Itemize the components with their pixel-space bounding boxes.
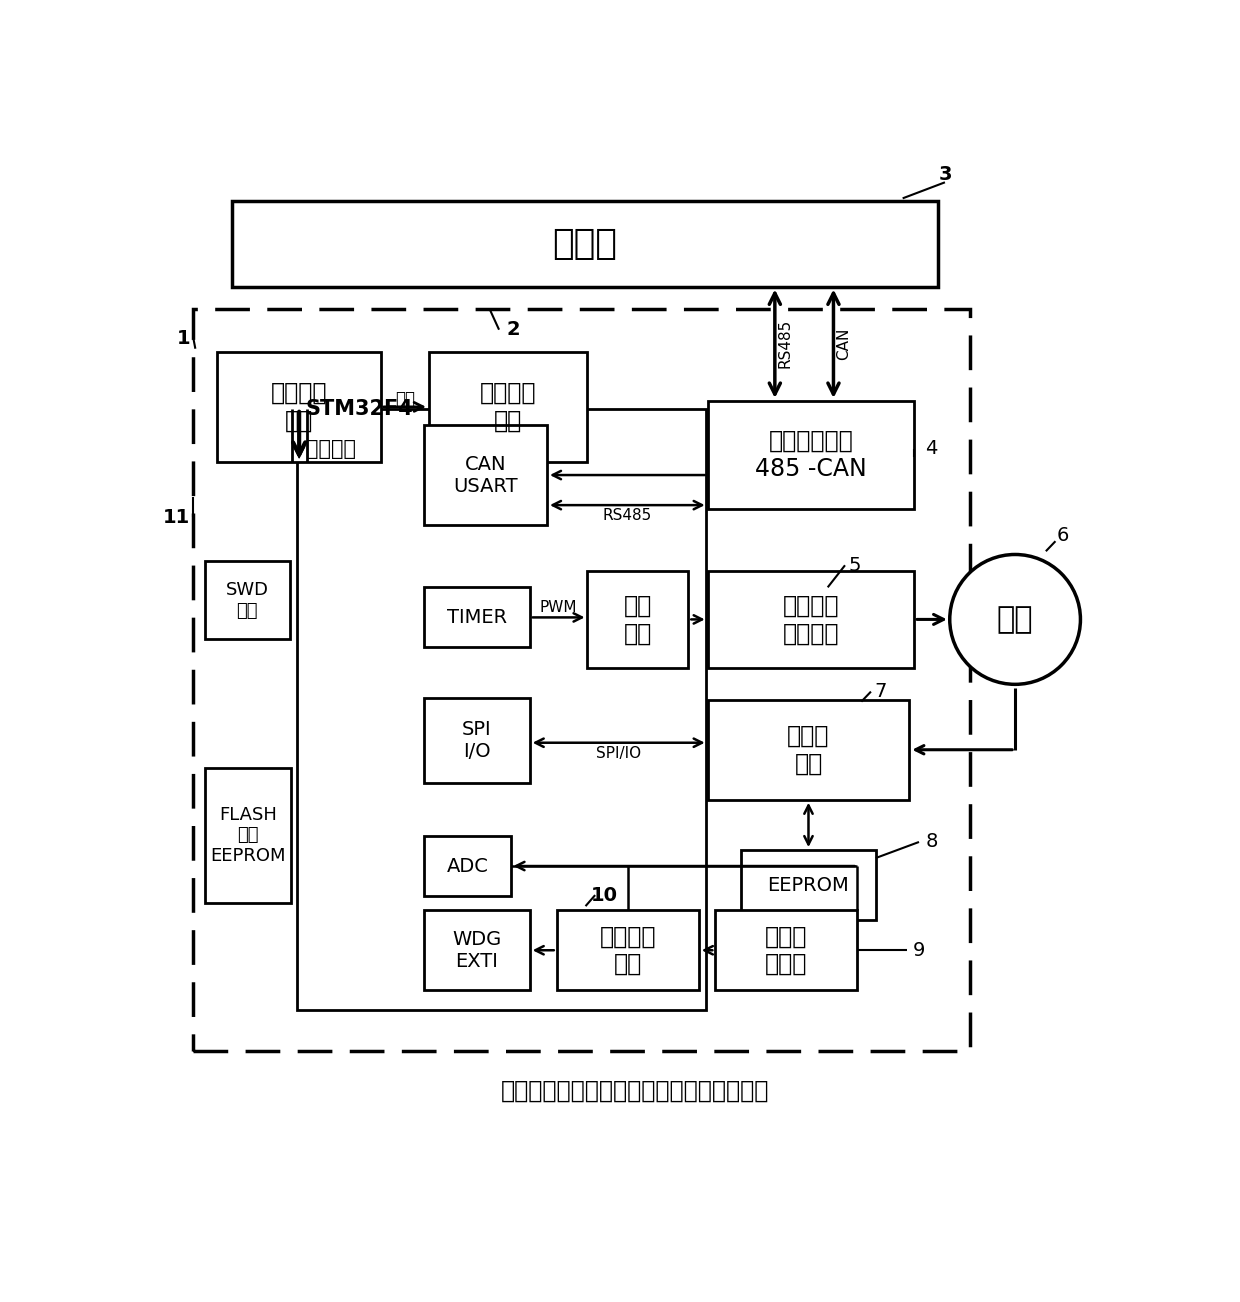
Text: 电平
转换: 电平 转换 [624,594,652,646]
FancyBboxPatch shape [205,561,289,639]
FancyBboxPatch shape [715,910,858,991]
Text: 高集成度高功率密度的智能交流伺服驱动器: 高集成度高功率密度的智能交流伺服驱动器 [501,1078,770,1103]
Text: STM32F4: STM32F4 [306,398,414,419]
Text: 电池充电
单元: 电池充电 单元 [480,381,537,432]
Text: 上位机: 上位机 [553,227,618,260]
Text: 编码器
单元: 编码器 单元 [787,724,830,776]
Text: 3: 3 [939,165,951,184]
FancyBboxPatch shape [708,572,914,668]
FancyBboxPatch shape [429,352,588,462]
FancyBboxPatch shape [588,572,688,668]
Text: 传感采
集单元: 传感采 集单元 [765,924,807,976]
Text: 4: 4 [925,440,937,458]
Text: 6: 6 [1056,526,1069,544]
FancyBboxPatch shape [708,699,909,799]
FancyBboxPatch shape [232,202,939,286]
Text: TIMER: TIMER [446,608,507,626]
Text: RS485: RS485 [603,508,651,522]
Text: 5: 5 [848,556,861,574]
Text: 2: 2 [507,320,521,340]
Text: ADC: ADC [446,857,489,875]
FancyBboxPatch shape [708,401,914,509]
Text: 电源转换
单元: 电源转换 单元 [270,381,327,432]
FancyBboxPatch shape [205,768,291,904]
Text: FLASH
模拟
EEPROM: FLASH 模拟 EEPROM [211,806,286,866]
FancyBboxPatch shape [424,587,529,647]
Text: 10: 10 [591,885,619,905]
Text: 电机: 电机 [997,605,1033,634]
FancyBboxPatch shape [217,352,381,462]
Text: CAN: CAN [837,328,852,359]
Text: 充电: 充电 [394,389,415,408]
FancyBboxPatch shape [424,836,511,896]
Text: WDG
EXTI: WDG EXTI [453,930,501,971]
Text: PWM: PWM [539,600,578,615]
FancyBboxPatch shape [424,910,529,991]
Text: SPI
I/O: SPI I/O [463,720,492,760]
Text: EEPROM: EEPROM [768,875,849,894]
Text: 9: 9 [913,941,925,960]
FancyBboxPatch shape [298,409,706,1010]
FancyBboxPatch shape [424,698,529,783]
Text: 主控单元: 主控单元 [306,439,356,460]
Text: RS485: RS485 [777,319,792,368]
FancyBboxPatch shape [742,850,875,921]
Circle shape [950,555,1080,685]
Text: 11: 11 [162,508,190,526]
FancyBboxPatch shape [557,910,699,991]
Text: 隔离功率
驱动单元: 隔离功率 驱动单元 [782,594,839,646]
Text: 1: 1 [177,329,191,348]
Text: 7: 7 [874,682,887,700]
FancyBboxPatch shape [424,424,547,525]
Text: CAN
USART: CAN USART [454,454,518,496]
Text: SWD
调试: SWD 调试 [226,581,269,620]
Text: 隔离通信模块
485 -CAN: 隔离通信模块 485 -CAN [755,430,867,480]
Text: 安全保护
单元: 安全保护 单元 [600,924,656,976]
Text: 8: 8 [925,832,937,852]
Text: SPI/IO: SPI/IO [595,746,641,762]
